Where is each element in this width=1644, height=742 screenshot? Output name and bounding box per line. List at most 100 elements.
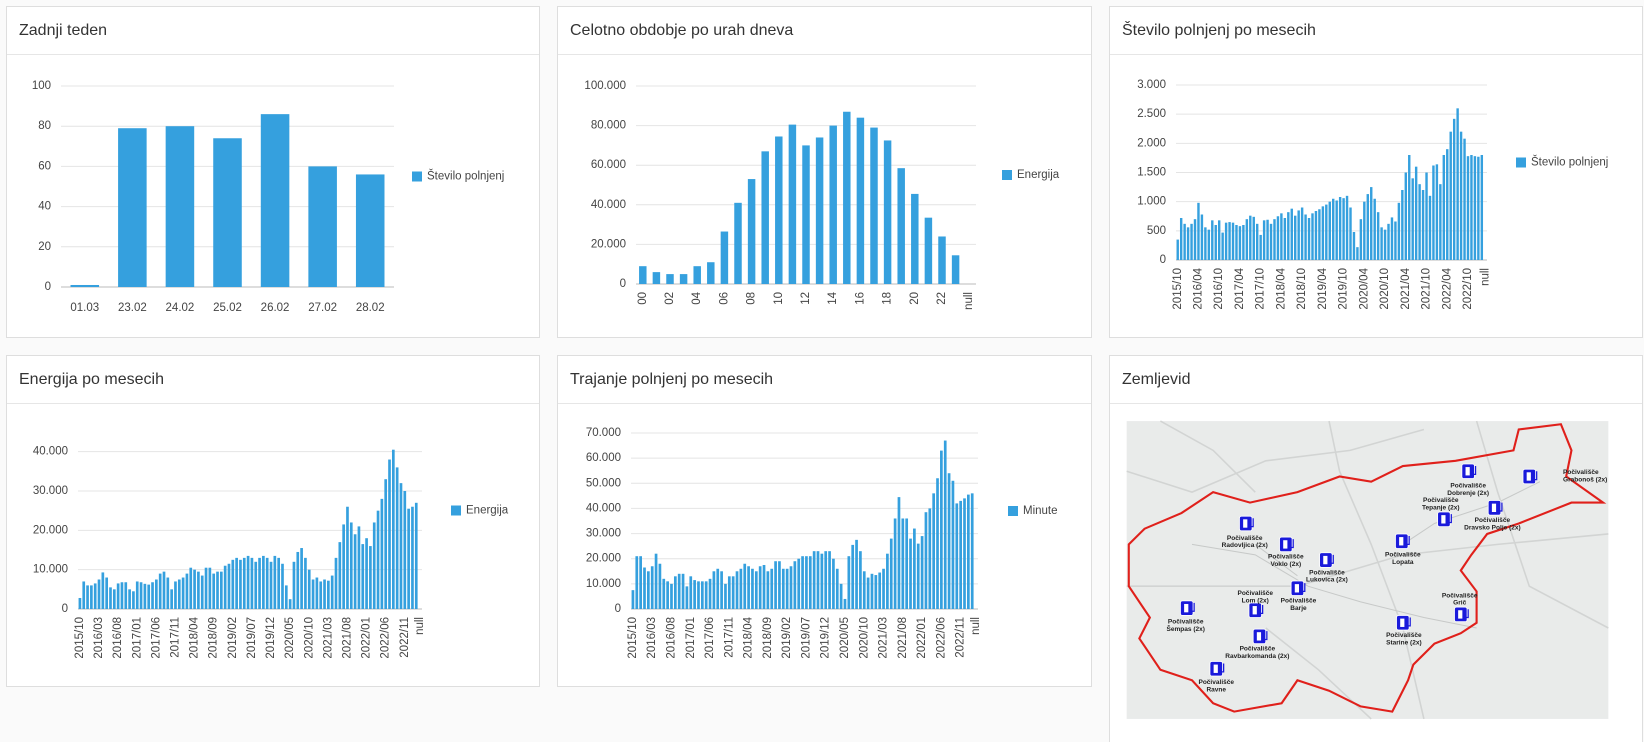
bar: [258, 557, 261, 609]
panel-title: Trajanje polnjenj po mesecih: [558, 356, 1091, 404]
x-tick-label: 23.02: [118, 302, 147, 314]
station-label: Počivališče: [1168, 618, 1204, 625]
bar: [679, 274, 688, 284]
x-tick-label: 2019/04: [1317, 267, 1329, 309]
y-tick-label: 70.000: [586, 427, 621, 439]
bar: [886, 553, 889, 609]
bar: [924, 217, 933, 284]
x-tick-label: 2015/10: [74, 617, 86, 659]
bar: [311, 579, 315, 609]
station-label: Starine (2x): [1386, 639, 1422, 646]
map-background: [1126, 421, 1609, 719]
legend-label: Število polnjenj: [1531, 156, 1608, 169]
bar: [832, 558, 835, 609]
bar: [281, 563, 284, 609]
bar: [288, 599, 292, 609]
bar: [658, 563, 662, 609]
bar: [647, 571, 650, 609]
x-tick-label: 2022/04: [1441, 267, 1453, 309]
bar: [78, 597, 82, 609]
y-tick-label: 100: [32, 80, 51, 92]
bar: [1231, 222, 1235, 260]
x-tick-label: 2017/01: [131, 617, 143, 659]
x-tick-label: 2021/04: [1400, 267, 1412, 309]
x-tick-label: 2017/10: [1255, 268, 1267, 310]
bar: [231, 559, 235, 609]
x-tick-label: 06: [718, 292, 730, 305]
bar: [828, 551, 831, 609]
station-icon-glyph: [1294, 584, 1300, 593]
bar: [1252, 216, 1255, 260]
y-tick-label: 20.000: [586, 553, 621, 565]
bar: [254, 561, 258, 609]
x-tick-label: 2018/10: [1296, 268, 1308, 310]
bar: [315, 577, 319, 609]
bar: [1294, 215, 1297, 260]
bar: [766, 571, 770, 609]
x-tick-label: 24.02: [166, 302, 195, 314]
x-tick-label: 02: [664, 292, 676, 305]
bar: [300, 548, 303, 609]
bar: [166, 577, 170, 609]
bar: [808, 556, 812, 609]
bar: [805, 556, 808, 609]
bar: [296, 551, 300, 609]
bar: [128, 589, 131, 609]
station-icon-plug: [1260, 605, 1264, 614]
panel: Zemljevid Počivališče Grabonoš (2x) Počiva…: [1109, 355, 1643, 742]
y-tick-label: 500: [1147, 225, 1166, 237]
bar: [1221, 232, 1224, 260]
x-tick-label: 14: [827, 291, 839, 304]
bar: [1197, 202, 1200, 260]
station-label: Počivališče: [1450, 483, 1486, 490]
x-tick-label: 2018/04: [743, 616, 755, 658]
bar: [1176, 239, 1179, 260]
bar: [685, 586, 689, 609]
bar: [775, 136, 783, 284]
x-tick-label: 2020/10: [1379, 268, 1391, 310]
station-icon-glyph: [1400, 618, 1405, 627]
station-label: Počivališče: [1309, 569, 1345, 576]
x-tick-label: 2018/09: [208, 617, 220, 659]
bar: [376, 510, 380, 609]
x-tick-label: null: [414, 617, 426, 635]
bar: [155, 579, 158, 609]
station-label: Ravne: [1206, 686, 1226, 693]
bar: [151, 582, 154, 609]
bar: [277, 557, 281, 609]
bar: [1276, 216, 1280, 260]
x-tick-label: 2022/11: [399, 617, 411, 658]
bar: [1480, 155, 1484, 260]
bar: [242, 557, 246, 609]
bar: [407, 508, 410, 609]
bar: [93, 583, 97, 609]
bar: [855, 539, 858, 609]
bar: [1411, 178, 1414, 260]
y-tick-label: 10.000: [33, 564, 68, 576]
bar: [1401, 190, 1404, 260]
bar: [250, 557, 254, 609]
y-tick-label: 100.000: [584, 80, 626, 92]
bar: [1373, 198, 1376, 260]
bar: [1245, 219, 1249, 260]
bar: [112, 589, 116, 609]
bar: [654, 553, 658, 609]
bar: [1349, 207, 1352, 260]
bar: [143, 583, 147, 609]
bar: [1186, 227, 1190, 260]
y-tick-label: 10.000: [586, 578, 621, 590]
station-label: Počivališče: [1240, 646, 1276, 653]
bar: [414, 502, 418, 609]
chart: 0 20.000 40.000 60.000 80.000 100.000 00 02 04 06…: [584, 80, 1059, 310]
x-tick-label: 2015/10: [1172, 268, 1184, 310]
bar: [693, 266, 701, 284]
y-tick-label: 60.000: [586, 452, 621, 464]
bar: [1335, 200, 1338, 260]
bar: [105, 577, 109, 609]
x-tick-label: 00: [637, 292, 649, 305]
bar: [403, 491, 407, 609]
bar: [947, 473, 951, 609]
bar: [132, 591, 135, 609]
bar: [1449, 131, 1452, 260]
station-icon-glyph: [1184, 603, 1189, 613]
